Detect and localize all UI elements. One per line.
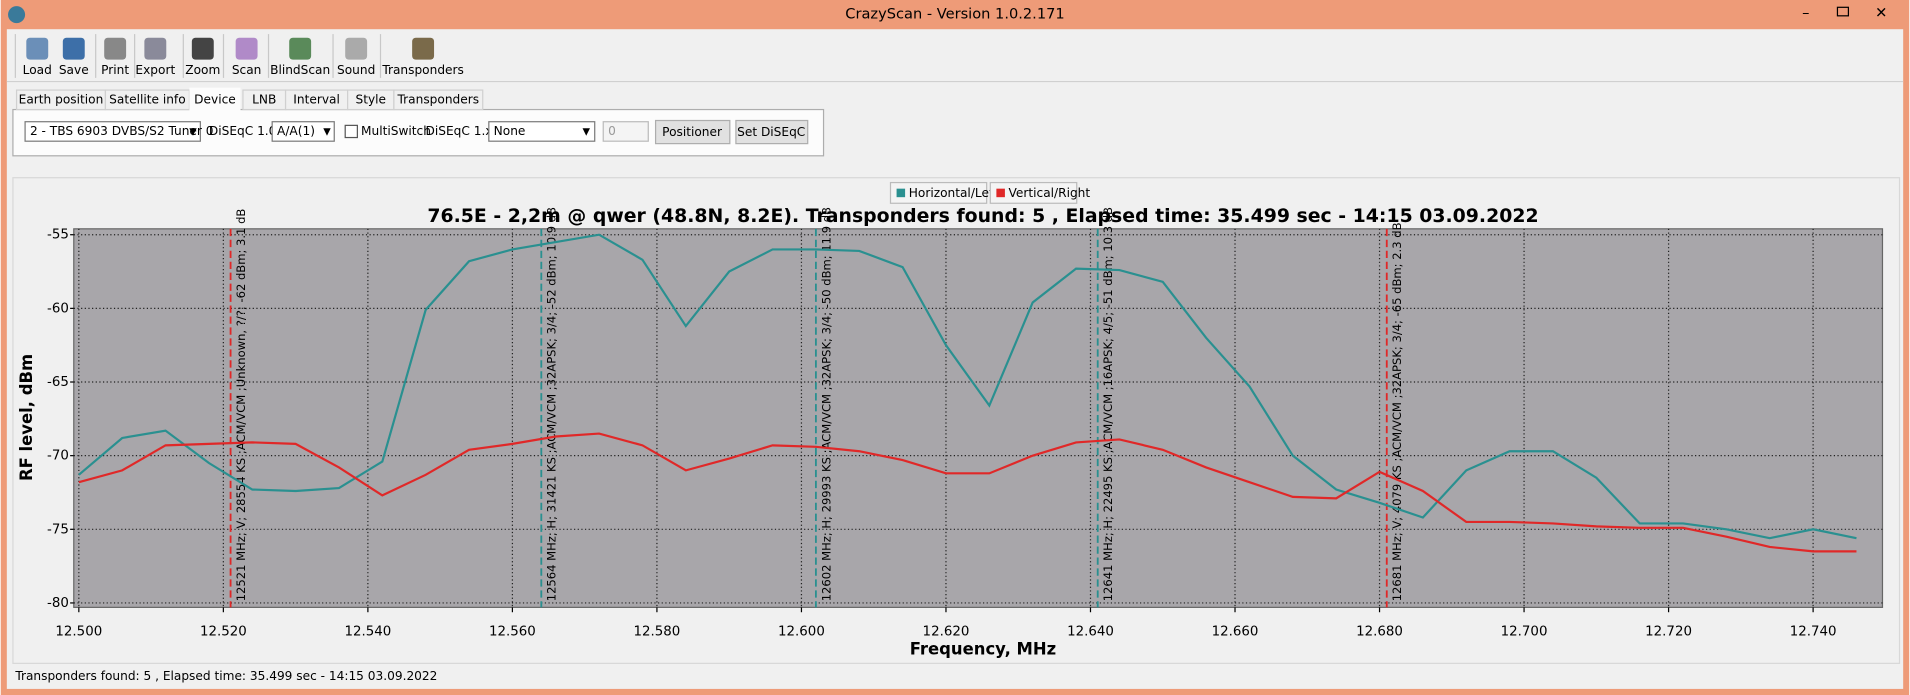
toolbar-label: BlindScan <box>270 63 330 77</box>
tab[interactable] <box>393 89 484 111</box>
tab[interactable] <box>189 87 241 111</box>
transponder-label: 12602 MHz; H; 29993 KS ;ACM/VCM ;32APSK;… <box>819 207 833 601</box>
diseqc10-select[interactable] <box>271 121 335 142</box>
toolbar-icon <box>345 37 368 60</box>
tab-label: Satellite info <box>109 92 185 106</box>
tuner-select[interactable] <box>24 121 201 142</box>
toolbar-icon <box>191 37 214 60</box>
minimize-button[interactable]: – <box>1802 4 1809 21</box>
x-tick-label: 12.660 <box>1212 625 1259 640</box>
tab-label: Style <box>355 92 386 106</box>
tab-label: Transponders <box>397 92 480 106</box>
transponder-label: 12521 MHz; V; 28554 KS ;ACM/VCM ;Unknown… <box>234 209 248 602</box>
x-tick-label: 12.500 <box>55 625 102 640</box>
toolbar-icon <box>412 37 435 60</box>
legend-item[interactable] <box>889 181 988 204</box>
x-tick-label: 12.720 <box>1645 625 1692 640</box>
toolbar-icon <box>289 37 312 60</box>
toolbar-label: Print <box>101 63 129 77</box>
x-tick-label: 12.640 <box>1067 625 1114 640</box>
close-button[interactable]: ✕ <box>1875 4 1887 21</box>
x-tick-label: 12.600 <box>778 625 825 640</box>
x-tick-label: 12.540 <box>344 625 391 640</box>
app-icon <box>8 6 26 24</box>
position-spinner[interactable] <box>602 121 649 142</box>
legend-swatch <box>996 188 1005 198</box>
diseqc1x-select[interactable] <box>488 121 596 142</box>
series-line <box>78 233 1857 540</box>
transponder-label: 12681 MHz; V; 4079 KS ;ACM/VCM ;32APSK; … <box>1390 222 1404 601</box>
transponder-label: 12564 MHz; H; 31421 KS ;ACM/VCM ;32APSK;… <box>545 207 559 601</box>
diseqc1x-label: DiSEqC 1.x: <box>426 124 497 138</box>
chart-title: 76.5E - 2,2m @ qwer (48.8N, 8.2E). Trans… <box>427 205 1538 227</box>
tab-label: Device <box>194 92 236 106</box>
tab-label: Interval <box>293 92 340 106</box>
plot-area <box>73 228 1884 608</box>
x-tick-label: 12.560 <box>489 625 536 640</box>
x-tick-label: 12.700 <box>1501 625 1548 640</box>
y-tick-label: -55 <box>47 228 69 243</box>
y-tick-label: -80 <box>47 596 69 611</box>
maximize-button[interactable] <box>1836 6 1850 17</box>
toolbar-icon <box>104 37 127 60</box>
toolbar-icon <box>26 37 49 60</box>
toolbar-icon <box>235 37 258 60</box>
positioner-label: Positioner <box>662 125 722 139</box>
y-axis-label: RF level, dBm <box>17 354 36 481</box>
x-tick-label: 12.680 <box>1356 625 1403 640</box>
y-tick-label: -60 <box>47 301 69 316</box>
toolbar-label: Scan <box>232 63 262 77</box>
toolbar-label: Save <box>59 63 89 77</box>
positioner-button[interactable] <box>654 119 731 145</box>
dropdown-arrow: ▼ <box>189 126 197 137</box>
legend-label: Vertical/Right <box>1009 186 1091 200</box>
diseqc1x-value: None <box>494 124 526 138</box>
toolbar-label: Transponders <box>381 63 464 77</box>
status-bar: Transponders found: 5 , Elapsed time: 35… <box>14 669 437 683</box>
tab-label: Earth position <box>19 92 104 106</box>
window-title: CrazyScan - Version 1.0.2.171 <box>845 6 1064 23</box>
toolbar-label: Load <box>23 63 52 77</box>
dropdown-arrow: ▼ <box>323 126 331 137</box>
legend-swatch <box>896 188 906 198</box>
toolbar-label: Zoom <box>185 63 220 77</box>
series-line <box>78 432 1857 553</box>
set-diseqc-label: Set DiSEqC <box>737 125 805 139</box>
multiswitch-label: MultiSwitch <box>361 124 431 138</box>
x-tick-label: 12.740 <box>1790 625 1837 640</box>
toolbar-label: Export <box>135 63 175 77</box>
y-tick-label: -65 <box>47 375 69 390</box>
legend-item[interactable] <box>989 181 1078 204</box>
dropdown-arrow: ▼ <box>582 126 590 137</box>
multiswitch-checkbox[interactable] <box>344 124 358 139</box>
x-axis-label: Frequency, MHz <box>910 639 1056 658</box>
toolbar-icon <box>144 37 167 60</box>
set-diseqc-button[interactable] <box>735 119 809 145</box>
x-tick-label: 12.620 <box>923 625 970 640</box>
tuner-value: 2 - TBS 6903 DVBS/S2 Tuner 0 <box>30 124 214 138</box>
diseqc10-label: DiSEqC 1.0: <box>209 124 281 138</box>
y-tick-label: -70 <box>47 449 69 464</box>
x-tick-label: 12.520 <box>200 625 247 640</box>
transponder-label: 12641 MHz; H; 22495 KS ;ACM/VCM ;16APSK;… <box>1101 207 1115 601</box>
tab-label: LNB <box>252 92 276 106</box>
toolbar-label: Sound <box>337 63 375 77</box>
x-tick-label: 12.580 <box>634 625 681 640</box>
position-value: 0 <box>608 124 616 138</box>
y-tick-label: -75 <box>47 522 69 537</box>
diseqc10-value: A/A(1) <box>277 124 315 138</box>
legend-label: Horizontal/Left <box>909 186 998 200</box>
toolbar-icon <box>62 37 85 60</box>
